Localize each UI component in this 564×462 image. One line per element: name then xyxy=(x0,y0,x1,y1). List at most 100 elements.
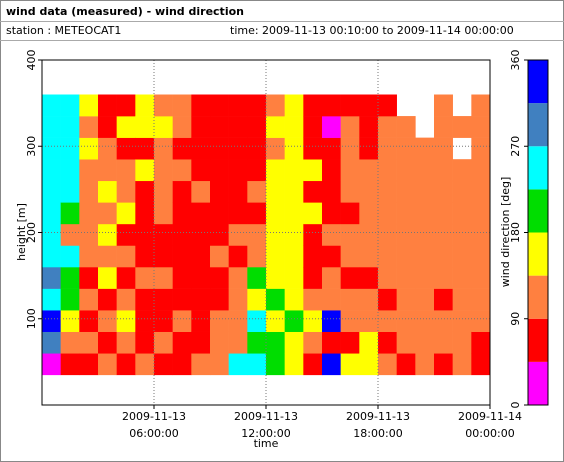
cell xyxy=(284,267,304,289)
cell xyxy=(415,310,435,332)
cell xyxy=(434,267,453,289)
cell xyxy=(378,310,397,332)
cell xyxy=(284,202,304,225)
cell xyxy=(228,267,248,289)
cell xyxy=(434,353,453,376)
cell xyxy=(340,353,360,376)
cell xyxy=(434,223,453,246)
cell xyxy=(191,331,211,354)
cell xyxy=(322,245,341,268)
y-tick-label: 400 xyxy=(25,50,38,71)
cell xyxy=(471,180,491,203)
cell xyxy=(359,159,379,182)
cell xyxy=(471,94,491,117)
cell xyxy=(228,223,248,246)
cell xyxy=(396,331,416,354)
plot-frame xyxy=(41,59,491,406)
cell xyxy=(210,202,229,225)
cell xyxy=(228,137,248,160)
cell xyxy=(191,223,211,246)
cell xyxy=(135,245,155,268)
cell xyxy=(135,202,155,225)
cell xyxy=(116,202,136,225)
cell xyxy=(396,223,416,246)
cell xyxy=(303,245,323,268)
cell xyxy=(172,331,192,354)
cell xyxy=(322,288,341,311)
cell xyxy=(340,180,360,203)
cell xyxy=(340,267,360,289)
cell xyxy=(284,116,304,138)
cell xyxy=(79,180,99,203)
cell xyxy=(60,331,80,354)
cell xyxy=(452,310,472,332)
cell xyxy=(452,267,472,289)
cell xyxy=(210,159,229,182)
cell xyxy=(266,202,285,225)
cell xyxy=(266,267,285,289)
cell xyxy=(340,137,360,160)
colorbar-tick-label: 180 xyxy=(509,222,522,243)
cell xyxy=(359,180,379,203)
cell xyxy=(266,245,285,268)
cell xyxy=(471,267,491,289)
cell xyxy=(452,331,472,354)
cell xyxy=(60,288,80,311)
cell xyxy=(434,245,453,268)
cell xyxy=(359,202,379,225)
cell xyxy=(434,310,453,332)
cell xyxy=(79,137,99,160)
cell xyxy=(191,310,211,332)
cell xyxy=(79,310,99,332)
cell xyxy=(452,202,472,225)
cell xyxy=(60,180,80,203)
cell xyxy=(210,116,229,138)
station: station : METEOCAT1 xyxy=(6,24,121,37)
colorbar-band xyxy=(528,103,548,147)
x-tick-label: 2009-11-13 12:00:00 xyxy=(234,410,298,440)
cell xyxy=(79,94,99,117)
cell xyxy=(191,137,211,160)
cell xyxy=(191,159,211,182)
cell xyxy=(415,202,435,225)
cell xyxy=(228,331,248,354)
colorbar-band xyxy=(528,232,548,276)
cell xyxy=(359,331,379,354)
cell xyxy=(266,159,285,182)
cell xyxy=(228,288,248,311)
cell xyxy=(154,94,173,117)
cell xyxy=(396,180,416,203)
cell xyxy=(322,159,341,182)
colorbar-tick-label: 0 xyxy=(509,402,522,409)
cell xyxy=(154,159,173,182)
cell xyxy=(247,310,267,332)
cell xyxy=(135,94,155,117)
cell xyxy=(191,202,211,225)
colorbar-label: wind direction [deg] xyxy=(499,177,512,288)
cell xyxy=(303,310,323,332)
cell xyxy=(322,180,341,203)
cell xyxy=(396,353,416,376)
cell xyxy=(135,310,155,332)
x-axis-label: time xyxy=(254,437,279,450)
cell xyxy=(396,288,416,311)
cell xyxy=(172,310,192,332)
cell xyxy=(60,137,80,160)
cell xyxy=(116,353,136,376)
cell xyxy=(191,180,211,203)
cell xyxy=(116,288,136,311)
cell xyxy=(359,223,379,246)
cell xyxy=(247,223,267,246)
cell xyxy=(228,94,248,117)
cell xyxy=(172,116,192,138)
cell xyxy=(116,159,136,182)
cell xyxy=(340,331,360,354)
colorbar-band xyxy=(528,275,548,319)
cell xyxy=(98,159,117,182)
cell xyxy=(396,159,416,182)
cell xyxy=(135,353,155,376)
cell xyxy=(340,223,360,246)
cell xyxy=(228,202,248,225)
time-range: time: 2009-11-13 00:10:00 to 2009-11-14 … xyxy=(230,24,514,37)
